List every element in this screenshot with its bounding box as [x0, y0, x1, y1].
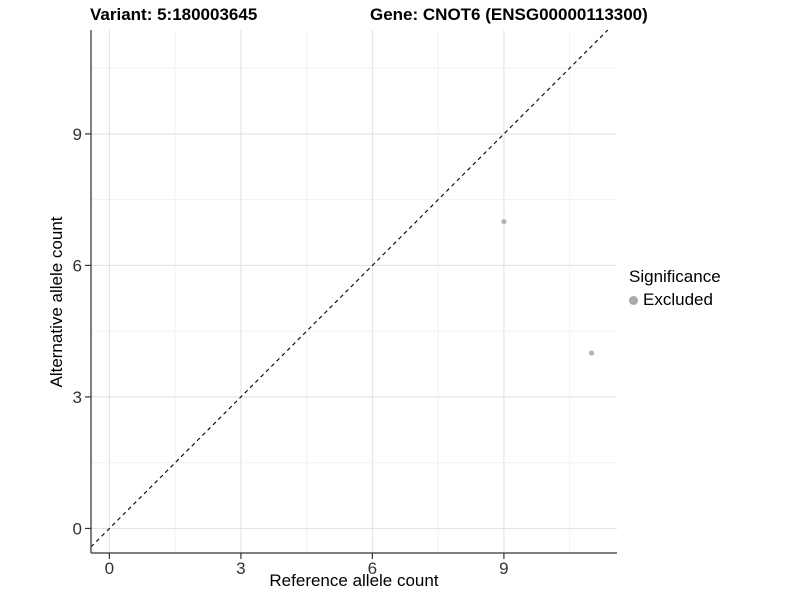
panel-background: [91, 30, 617, 553]
legend-item-excluded: Excluded: [629, 290, 721, 310]
x-axis-title: Reference allele count: [269, 571, 439, 590]
y-tick-label: 9: [73, 125, 82, 144]
legend-key-dot-icon: [629, 295, 638, 305]
x-tick-label: 3: [236, 559, 245, 578]
plot-title-variant: Variant: 5:180003645: [90, 5, 258, 24]
x-tick-label: 0: [105, 559, 114, 578]
identity-reference-line: [90, 29, 609, 548]
legend: Significance Excluded: [629, 267, 721, 310]
legend-item-label: Excluded: [643, 290, 713, 309]
y-tick-label: 0: [73, 519, 82, 538]
legend-title: Significance: [629, 267, 721, 286]
y-tick-label: 3: [73, 388, 82, 407]
x-tick-label: 6: [368, 559, 377, 578]
data-point: [588, 350, 595, 356]
plot-title-gene: Gene: CNOT6 (ENSG00000113300): [370, 5, 648, 24]
data-point: [501, 218, 507, 225]
y-tick-label: 6: [73, 256, 82, 275]
y-axis-title: Alternative allele count: [47, 216, 66, 388]
x-tick-label: 9: [499, 559, 508, 578]
